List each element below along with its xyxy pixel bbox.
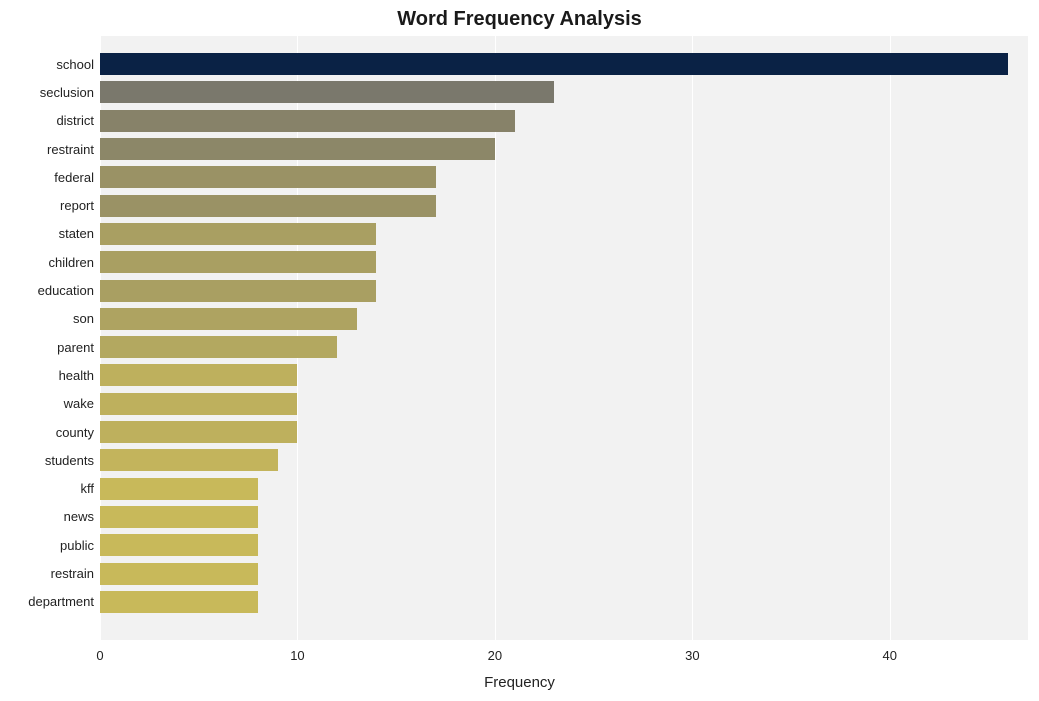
y-axis-label: parent xyxy=(57,340,94,355)
bar xyxy=(100,478,258,500)
bar xyxy=(100,336,337,358)
bar xyxy=(100,393,297,415)
bar xyxy=(100,506,258,528)
x-axis-tick: 0 xyxy=(96,648,103,663)
y-axis-label: county xyxy=(56,425,94,440)
x-axis-tick: 10 xyxy=(290,648,304,663)
bar xyxy=(100,251,376,273)
y-axis-label: department xyxy=(28,594,94,609)
y-axis-label: public xyxy=(60,538,94,553)
x-axis-label: Frequency xyxy=(0,674,1039,691)
gridline xyxy=(692,36,693,640)
bar xyxy=(100,195,436,217)
y-axis-label: news xyxy=(64,509,94,524)
bar xyxy=(100,563,258,585)
x-axis-tick: 30 xyxy=(685,648,699,663)
plot-area xyxy=(100,36,1028,640)
y-axis-label: students xyxy=(45,453,94,468)
word-frequency-chart: Word Frequency Analysis Frequency school… xyxy=(0,0,1039,701)
gridline xyxy=(890,36,891,640)
y-axis-label: son xyxy=(73,311,94,326)
bar xyxy=(100,449,278,471)
bar xyxy=(100,591,258,613)
bar xyxy=(100,138,495,160)
bar xyxy=(100,280,376,302)
y-axis-label: health xyxy=(59,368,94,383)
bar xyxy=(100,166,436,188)
y-axis-label: children xyxy=(48,255,94,270)
bar xyxy=(100,534,258,556)
bar xyxy=(100,308,357,330)
y-axis-label: report xyxy=(60,198,94,213)
bar xyxy=(100,53,1008,75)
y-axis-label: federal xyxy=(54,170,94,185)
bar xyxy=(100,110,515,132)
y-axis-label: restraint xyxy=(47,142,94,157)
y-axis-label: education xyxy=(38,283,94,298)
y-axis-label: district xyxy=(56,113,94,128)
chart-title: Word Frequency Analysis xyxy=(0,8,1039,31)
bar xyxy=(100,421,297,443)
y-axis-label: wake xyxy=(64,396,94,411)
x-axis-tick: 20 xyxy=(488,648,502,663)
y-axis-label: school xyxy=(56,57,94,72)
bar xyxy=(100,223,376,245)
y-axis-label: staten xyxy=(59,226,94,241)
bar xyxy=(100,81,554,103)
bar xyxy=(100,364,297,386)
y-axis-label: seclusion xyxy=(40,85,94,100)
y-axis-label: kff xyxy=(81,481,95,496)
x-axis-tick: 40 xyxy=(883,648,897,663)
y-axis-label: restrain xyxy=(51,566,94,581)
